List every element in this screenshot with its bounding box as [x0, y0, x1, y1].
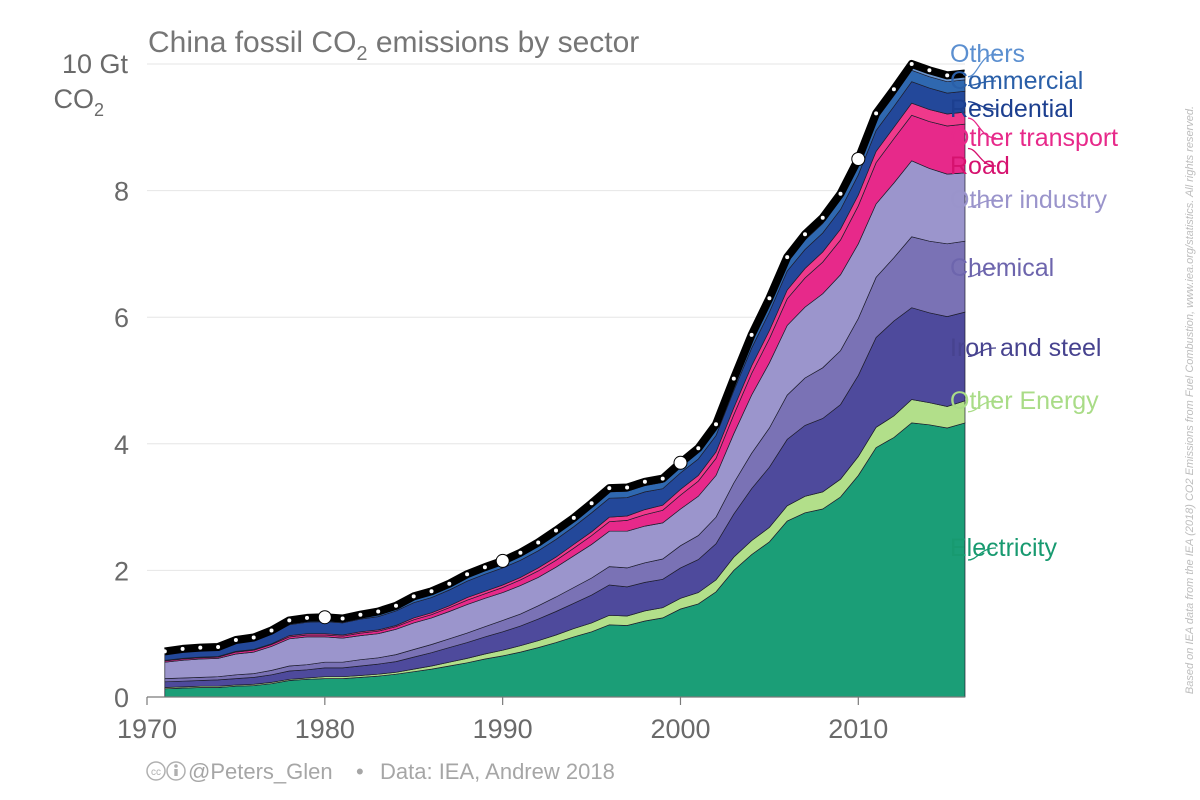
credit-author: @Peters_Glen [188, 759, 333, 784]
credit-data-source: Data: IEA, Andrew 2018 [380, 759, 615, 784]
total-decade-marker [495, 553, 510, 568]
total-point [233, 638, 238, 642]
total-line [164, 60, 966, 656]
legend-label-commercial: Commercial [950, 67, 1083, 95]
total-emissions-line [162, 60, 967, 656]
total-point [589, 501, 594, 506]
total-point [269, 628, 274, 633]
x-tick-label: 2010 [828, 714, 888, 744]
total-point [536, 540, 541, 545]
total-point [447, 581, 452, 586]
y-tick-label: 0 [114, 683, 129, 713]
total-point [785, 255, 790, 260]
x-tick-label: 2000 [650, 714, 710, 744]
y-axis-unit-line1: 10 Gt [62, 49, 129, 79]
total-point [465, 572, 470, 577]
y-tick-label: 4 [114, 430, 129, 460]
total-decade-marker [673, 455, 688, 470]
total-point [927, 68, 932, 73]
total-point [909, 62, 914, 66]
cc-by-icons: cc [146, 761, 186, 781]
x-tick-label: 1970 [117, 714, 177, 744]
total-point [660, 476, 665, 481]
total-point [376, 609, 381, 614]
legend-leader-line [967, 53, 997, 78]
y-tick-label: 8 [114, 177, 129, 207]
total-point [874, 111, 879, 116]
total-point [642, 479, 647, 484]
total-decade-marker [851, 152, 866, 166]
legend-label-chemical: Chemical [950, 254, 1054, 282]
legend-leader-line [967, 400, 997, 413]
y-axis: 0 2 4 6 8 [114, 177, 129, 713]
total-point [803, 232, 807, 237]
total-point [216, 645, 221, 649]
total-point [198, 645, 203, 650]
legend-label-road: Road [950, 152, 1010, 180]
credit-separator: • [356, 759, 364, 784]
total-point [607, 486, 612, 491]
x-tick-label: 1990 [473, 714, 533, 744]
y-axis-unit-line2: CO2 [53, 84, 104, 120]
chart-title: China fossil CO2 emissions by sector [148, 26, 639, 65]
stacked-areas [164, 63, 966, 698]
total-point [305, 615, 309, 620]
credit-line: cc @Peters_Glen • Data: IEA, Andrew 2018 [146, 759, 615, 784]
total-point [820, 215, 825, 220]
total-point [287, 618, 292, 623]
total-point [411, 594, 416, 599]
legend-leader-line [967, 80, 997, 87]
svg-text:cc: cc [151, 767, 161, 778]
y-tick-label: 2 [114, 556, 129, 586]
legend-leader-line [967, 547, 997, 561]
legend-label-electricity: Electricity [950, 534, 1057, 562]
total-point [340, 616, 345, 621]
total-point [731, 376, 736, 381]
total-point [518, 550, 523, 555]
x-tick-label: 1980 [295, 714, 355, 744]
total-point [429, 589, 434, 594]
total-point [838, 191, 843, 196]
legend-leader-line [967, 199, 997, 208]
total-point [696, 446, 701, 451]
legend-leader-line [967, 117, 997, 139]
total-point [571, 515, 576, 520]
legend-leader-line [967, 101, 997, 110]
legend-label-residential: Residential [950, 95, 1074, 123]
legend-label-other-industry: Other industry [950, 186, 1108, 214]
total-point [554, 528, 558, 533]
legend-leader-line [967, 347, 997, 358]
total-point [963, 71, 967, 76]
legend-leader-line [967, 147, 997, 167]
y-tick-label: 6 [114, 303, 129, 333]
legend-leader-line [967, 267, 997, 278]
total-point [394, 603, 398, 608]
total-point [714, 422, 718, 427]
total-point [482, 565, 487, 570]
total-point [767, 296, 772, 301]
total-decade-marker [317, 610, 332, 625]
total-point [749, 332, 754, 337]
x-axis: 1970 1980 1990 2000 2010 [117, 696, 965, 744]
total-point [180, 646, 185, 651]
legend-label-others: Others [950, 40, 1025, 68]
legend-label-iron-and-steel: Iron and steel [950, 334, 1102, 362]
legend-label-other-energy: Other Energy [950, 387, 1099, 415]
total-point [162, 649, 167, 654]
total-point [945, 73, 950, 78]
total-point [891, 87, 896, 92]
total-point [625, 485, 630, 490]
total-point [251, 635, 256, 640]
legend-label-other-transport: Other transport [950, 124, 1118, 152]
source-note: Based on IEA data from the IEA (2018) CO… [1184, 106, 1196, 694]
total-point [358, 612, 363, 617]
